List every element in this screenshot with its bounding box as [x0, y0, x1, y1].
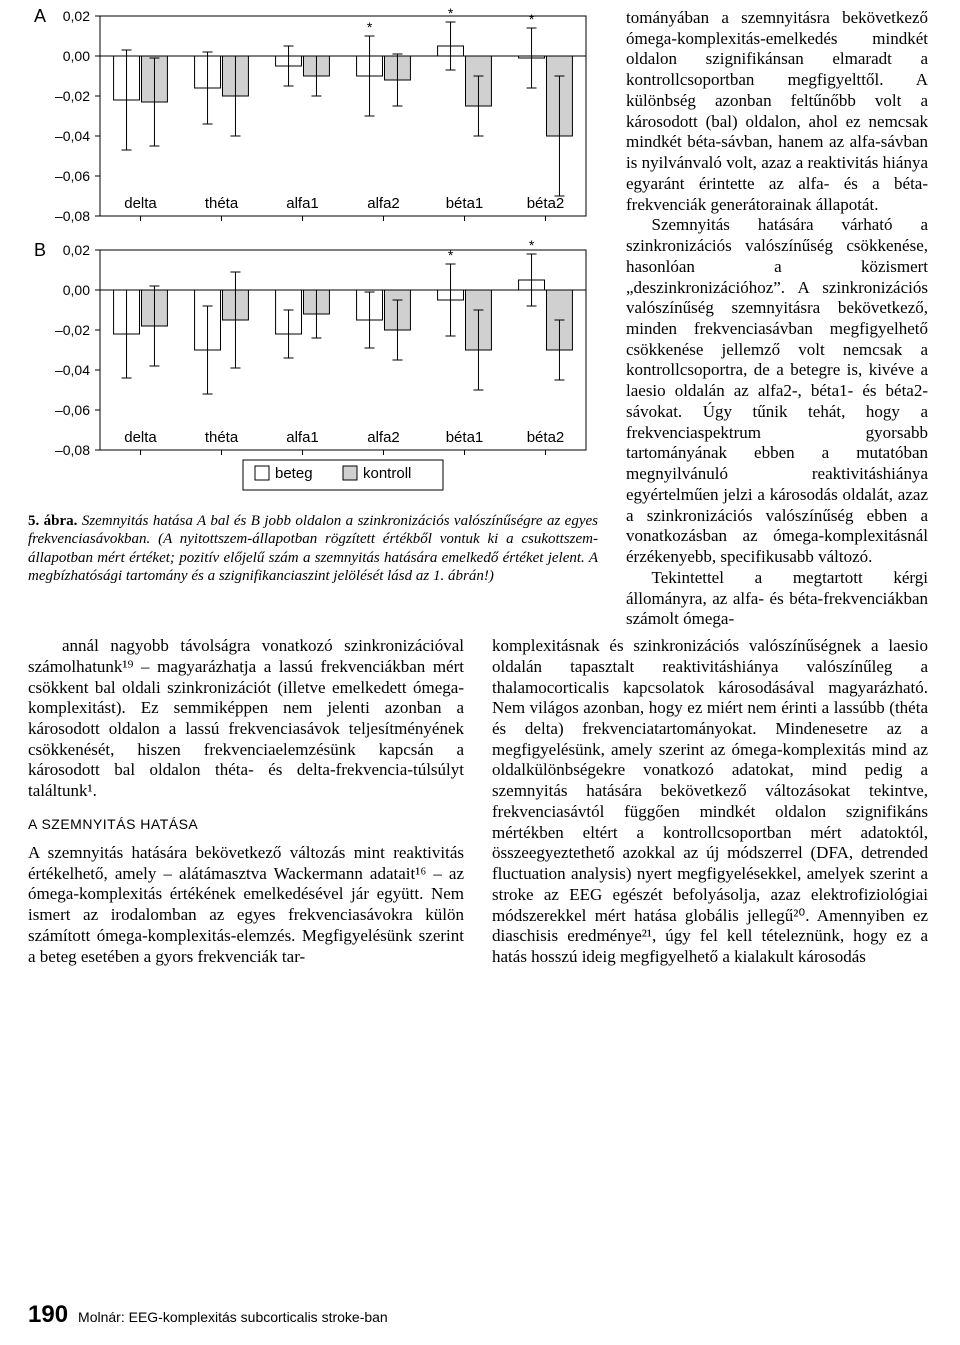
svg-text:0,00: 0,00: [63, 282, 90, 298]
section-subhead: A SZEMNYITÁS HATÁSA: [28, 816, 464, 833]
svg-text:0,02: 0,02: [63, 8, 90, 24]
svg-text:delta: delta: [124, 195, 157, 212]
caption-lead: 5. ábra.: [28, 513, 77, 529]
page-number: 190: [28, 1301, 68, 1328]
upper-layout: A 0,02 0,00 –0,02 –0,04 –0,06 –0,08 delta théta a…: [28, 8, 932, 630]
svg-text:A: A: [34, 8, 46, 26]
svg-text:*: *: [529, 11, 535, 27]
left-p2: A szemnyitás hatására bekövetkező változ…: [28, 843, 464, 967]
figure-column: A 0,02 0,00 –0,02 –0,04 –0,06 –0,08 delta théta a…: [28, 8, 598, 630]
right-body-para: komplexitásnak és szinkronizációs valósz…: [492, 636, 928, 968]
left-p1: annál nagyobb távolságra vonatkozó szink…: [28, 636, 464, 802]
left-body: annál nagyobb távolságra vonatkozó szink…: [28, 636, 464, 967]
svg-text:*: *: [367, 19, 373, 35]
caption-body: Szemnyitás hatása A bal és B jobb oldalo…: [28, 513, 598, 584]
svg-text:alfa1: alfa1: [286, 195, 319, 212]
svg-text:0,02: 0,02: [63, 242, 90, 258]
figure-5-chart: A 0,02 0,00 –0,02 –0,04 –0,06 –0,08 delta théta a…: [28, 8, 598, 498]
body-col-left: annál nagyobb távolságra vonatkozó szink…: [28, 636, 464, 968]
running-title: Molnár: EEG-komplexitás subcorticalis st…: [78, 1309, 388, 1325]
svg-text:–0,06: –0,06: [55, 402, 90, 418]
svg-text:alfa2: alfa2: [367, 429, 400, 446]
svg-text:0,00: 0,00: [63, 48, 90, 64]
svg-text:delta: delta: [124, 429, 157, 446]
figure-caption: 5. ábra. Szemnyitás hatása A bal és B jo…: [28, 512, 598, 585]
svg-text:théta: théta: [205, 195, 239, 212]
svg-text:–0,06: –0,06: [55, 168, 90, 184]
svg-text:–0,04: –0,04: [55, 362, 90, 378]
svg-text:–0,08: –0,08: [55, 442, 90, 458]
svg-text:alfa1: alfa1: [286, 429, 319, 446]
right-col-para: tományában a szemnyitásra bekövetkező óm…: [626, 8, 928, 215]
svg-text:kontroll: kontroll: [363, 465, 411, 482]
right-column: tományában a szemnyitásra bekövetkező óm…: [626, 8, 928, 630]
svg-text:théta: théta: [205, 429, 239, 446]
right-col-para: Szemnyitás hatására várható a szinkroniz…: [626, 215, 928, 567]
svg-text:B: B: [34, 240, 46, 260]
svg-text:–0,04: –0,04: [55, 128, 90, 144]
svg-text:béta2: béta2: [527, 429, 565, 446]
svg-text:beteg: beteg: [275, 465, 313, 482]
svg-text:*: *: [448, 247, 454, 263]
svg-text:–0,02: –0,02: [55, 322, 90, 338]
svg-text:béta1: béta1: [446, 429, 484, 446]
svg-text:*: *: [448, 8, 454, 21]
page: A 0,02 0,00 –0,02 –0,04 –0,06 –0,08 delta théta a…: [0, 0, 960, 1345]
svg-text:–0,02: –0,02: [55, 88, 90, 104]
right-col-para: Tekintettel a megtartott kérgi állományr…: [626, 568, 928, 630]
page-footer: 190 Molnár: EEG-komplexitás subcorticali…: [28, 1301, 388, 1329]
svg-text:béta1: béta1: [446, 195, 484, 212]
svg-text:–0,08: –0,08: [55, 208, 90, 224]
svg-text:*: *: [529, 237, 535, 253]
body-columns: annál nagyobb távolságra vonatkozó szink…: [28, 636, 932, 968]
svg-text:béta2: béta2: [527, 195, 565, 212]
svg-text:alfa2: alfa2: [367, 195, 400, 212]
body-col-right: komplexitásnak és szinkronizációs valósz…: [492, 636, 928, 968]
